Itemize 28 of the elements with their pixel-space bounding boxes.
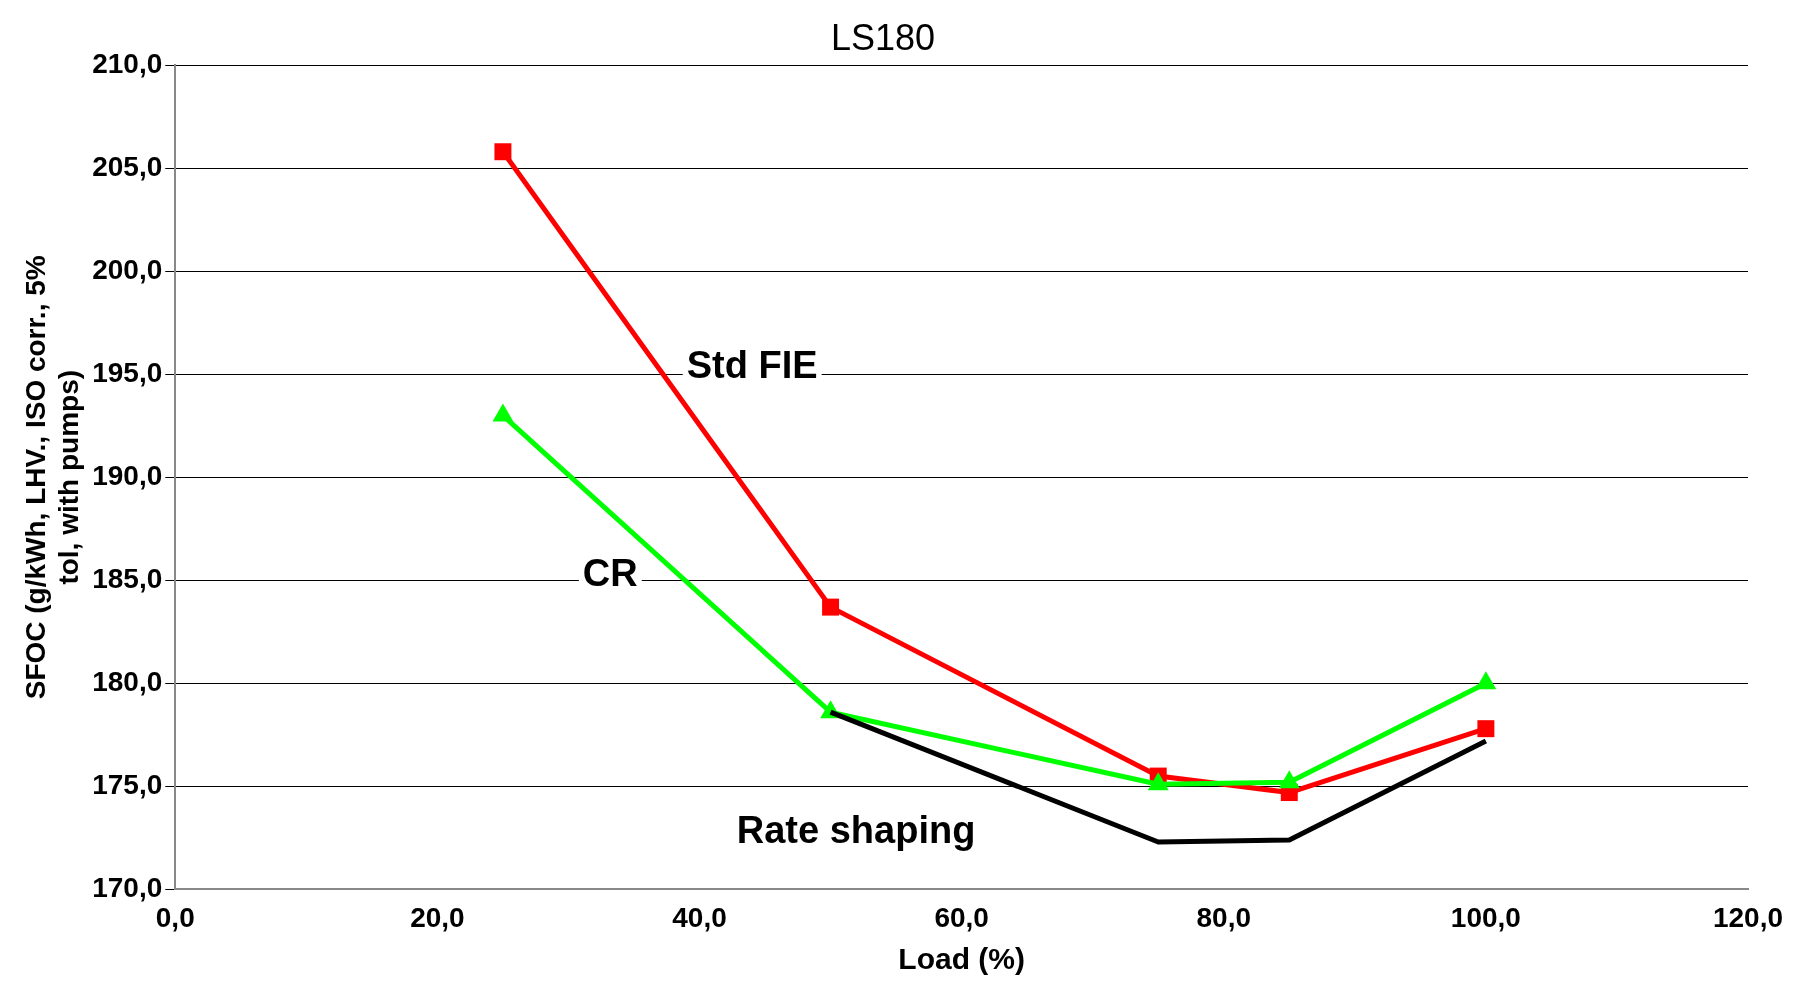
point <box>494 143 512 161</box>
point <box>492 403 514 422</box>
series-label: Rate shaping <box>736 808 976 851</box>
y-tick-label: 190,0 <box>92 460 163 492</box>
series-label: Std FIE <box>686 343 818 386</box>
x-tick-label: 0,0 <box>155 901 195 933</box>
point <box>1475 671 1497 690</box>
y-tick-label: 205,0 <box>92 150 163 182</box>
point <box>1147 772 1169 791</box>
y-tick-label: 170,0 <box>92 872 163 904</box>
point <box>1278 770 1300 789</box>
y-tick-label: 200,0 <box>92 253 163 285</box>
y-tick-label: 195,0 <box>92 356 163 388</box>
x-tick-label: 20,0 <box>410 901 465 933</box>
x-tick-label: 40,0 <box>672 901 727 933</box>
y-tick-label: 185,0 <box>92 563 163 595</box>
x-axis-title: Load (%) <box>898 942 1025 976</box>
series-label: CR <box>582 552 638 595</box>
y-axis-title: SFOC (g/kWh, LHV., ISO corr., 5% tol, with pumps) <box>19 255 85 700</box>
point <box>822 598 840 616</box>
x-tick-label: 80,0 <box>1196 901 1252 933</box>
chart-title: LS180 <box>830 16 936 58</box>
y-tick-label: 175,0 <box>92 769 163 801</box>
x-tick-label: 100,0 <box>1450 901 1521 933</box>
x-tick-label: 120,0 <box>1712 901 1784 933</box>
x-tick-label: 60,0 <box>934 901 989 933</box>
y-tick-label: 210,0 <box>92 47 163 79</box>
y-tick-label: 180,0 <box>92 666 163 698</box>
